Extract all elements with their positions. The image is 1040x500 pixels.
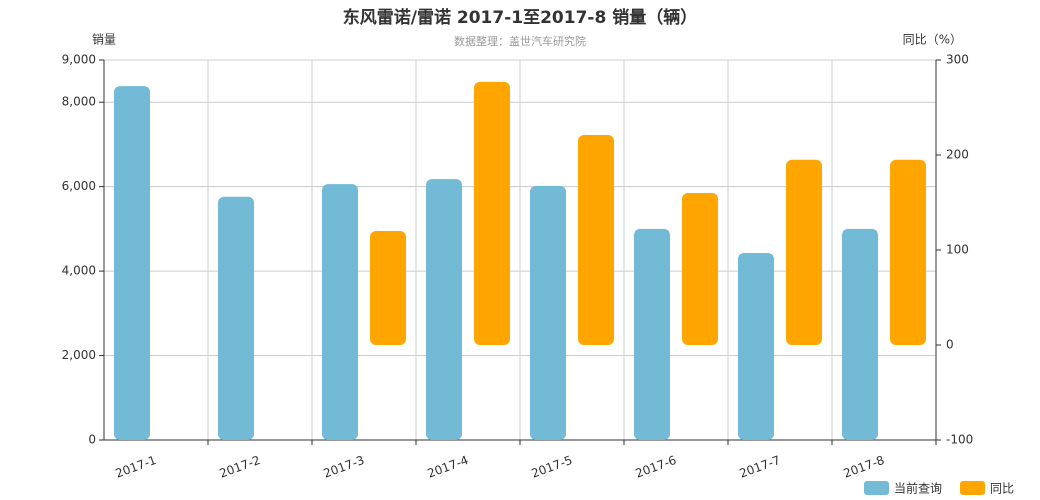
- y-tick-label: 0: [88, 433, 96, 447]
- y-axis-label: 销量: [92, 33, 116, 47]
- legend-label: 同比: [990, 482, 1014, 496]
- bar: [114, 86, 150, 440]
- y-tick-label: 8,000: [62, 95, 96, 109]
- bar: [426, 179, 462, 441]
- bar: [634, 228, 670, 440]
- bar: [322, 184, 358, 440]
- y-tick-label: 2,000: [62, 348, 96, 362]
- bar: [786, 159, 822, 345]
- y2-tick-label: 300: [946, 53, 969, 67]
- bar: [474, 81, 510, 345]
- x-tick-label: 2017-5: [529, 453, 574, 481]
- legend-swatch: [864, 481, 889, 495]
- bar: [530, 185, 566, 440]
- bar: [370, 231, 406, 345]
- x-tick-label: 2017-6: [633, 453, 678, 481]
- y2-tick-label: 100: [946, 243, 969, 257]
- bar: [738, 252, 774, 440]
- legend-label: 当前查询: [894, 481, 942, 496]
- bar: [682, 193, 718, 345]
- y-tick-label: 9,000: [62, 53, 96, 67]
- bar: [890, 159, 926, 345]
- bar: [578, 135, 614, 345]
- bar: [218, 196, 254, 440]
- bar: [842, 228, 878, 440]
- x-tick-label: 2017-8: [841, 453, 886, 481]
- y2-tick-label: -100: [946, 433, 973, 447]
- x-tick-label: 2017-7: [737, 453, 782, 481]
- y2-tick-label: 200: [946, 148, 969, 162]
- y-tick-label: 4,000: [62, 264, 96, 278]
- legend-swatch: [960, 481, 985, 495]
- x-tick-label: 2017-1: [113, 453, 158, 481]
- y-tick-label: 6,000: [62, 179, 96, 193]
- chart-subtitle: 数据整理：盖世汽车研究院: [454, 34, 586, 48]
- y2-axis-label: 同比（%）: [903, 33, 962, 47]
- x-tick-label: 2017-2: [217, 453, 262, 481]
- chart-title: 东风雷诺/雷诺 2017-1至2017-8 销量（辆）: [343, 7, 697, 28]
- x-tick-label: 2017-4: [425, 453, 470, 481]
- y2-tick-label: 0: [946, 338, 954, 352]
- x-tick-label: 2017-3: [321, 453, 366, 481]
